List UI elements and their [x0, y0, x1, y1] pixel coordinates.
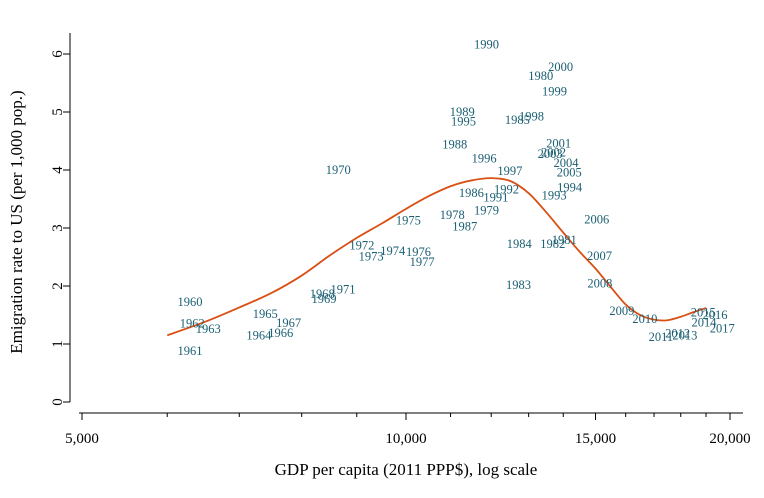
point-label-1961: 1961: [178, 344, 203, 358]
point-label-1999: 1999: [542, 85, 567, 99]
point-label-1972: 1972: [349, 238, 374, 252]
y-axis-title: Emigration rate to US (per 1,000 pop.): [7, 90, 26, 353]
y-tick-label: 5: [50, 108, 66, 116]
point-label-2009: 2009: [609, 304, 634, 318]
point-label-1985: 1985: [505, 113, 530, 127]
point-label-2004: 2004: [553, 156, 579, 170]
point-label-2002: 2002: [541, 146, 566, 160]
point-label-2016: 2016: [703, 308, 728, 322]
point-label-1962: 1962: [180, 317, 205, 331]
y-axis-ticks: 0 1 2 3 4 5 6: [50, 50, 70, 406]
point-label-1967: 1967: [276, 316, 301, 330]
point-label-1994: 1994: [557, 180, 583, 194]
point-label-1992: 1992: [494, 183, 519, 197]
point-label-2011: 2011: [649, 330, 674, 344]
point-label-1976: 1976: [406, 245, 431, 259]
point-label-1960: 1960: [178, 295, 203, 309]
point-label-1988: 1988: [442, 137, 467, 151]
point-label-1964: 1964: [246, 328, 272, 342]
x-axis-title: GDP per capita (2011 PPP$), log scale: [275, 460, 538, 479]
x-tick-label: 10,000: [385, 431, 426, 447]
point-label-1973: 1973: [359, 249, 384, 263]
point-label-1998: 1998: [519, 110, 544, 124]
point-label-1997: 1997: [497, 164, 522, 178]
x-tick-label: 15,000: [575, 431, 616, 447]
y-tick-label: 0: [50, 398, 66, 406]
point-label-1996: 1996: [472, 151, 497, 165]
y-tick-label: 1: [50, 340, 66, 348]
point-label-1981: 1981: [552, 233, 577, 247]
point-label-1980: 1980: [528, 69, 553, 83]
point-label-1968: 1968: [310, 287, 335, 301]
point-label-1990: 1990: [474, 38, 499, 52]
point-label-2014: 2014: [692, 316, 718, 330]
point-label-1983: 1983: [506, 278, 531, 292]
point-label-2001: 2001: [546, 136, 571, 150]
point-label-1977: 1977: [410, 255, 435, 269]
point-label-1965: 1965: [253, 307, 278, 321]
point-label-2012: 2012: [665, 327, 690, 341]
y-tick-label: 2: [50, 282, 66, 290]
point-label-2017: 2017: [710, 321, 735, 335]
point-label-2010: 2010: [632, 312, 657, 326]
fit-curve-layer: [166, 177, 707, 337]
point-label-1982: 1982: [540, 237, 565, 251]
point-label-1974: 1974: [380, 244, 406, 258]
point-label-2008: 2008: [587, 277, 612, 291]
point-label-1969: 1969: [311, 292, 336, 306]
x-axis-ticks: 5,000 10,000 15,000 20,000: [65, 413, 751, 447]
point-label-1986: 1986: [459, 186, 484, 200]
point-label-2015: 2015: [691, 306, 716, 320]
point-label-1993: 1993: [542, 189, 567, 203]
point-label-1987: 1987: [452, 219, 477, 233]
point-label-1989: 1989: [450, 105, 475, 119]
x-tick-label: 20,000: [709, 431, 750, 447]
point-label-2005: 2005: [557, 165, 582, 179]
point-label-1971: 1971: [331, 282, 356, 296]
point-label-2003: 2003: [538, 147, 563, 161]
point-label-1979: 1979: [474, 204, 499, 218]
point-label-2006: 2006: [584, 212, 609, 226]
x-tick-label: 5,000: [65, 431, 99, 447]
fit-curve: [166, 177, 707, 337]
point-label-1978: 1978: [440, 208, 465, 222]
point-label-1963: 1963: [196, 322, 221, 336]
plot-area: [69, 33, 743, 414]
point-label-1970: 1970: [326, 163, 351, 177]
y-tick-label: 6: [50, 50, 66, 58]
point-label-1984: 1984: [507, 237, 533, 251]
point-label-2007: 2007: [587, 249, 612, 263]
point-label-2013: 2013: [672, 328, 697, 342]
point-label-1975: 1975: [396, 213, 421, 227]
point-label-2000: 2000: [548, 60, 573, 74]
y-tick-label: 4: [50, 166, 66, 174]
y-tick-label: 3: [50, 224, 66, 232]
point-label-1991: 1991: [483, 190, 508, 204]
point-label-1995: 1995: [451, 114, 476, 128]
point-label-1966: 1966: [268, 326, 293, 340]
